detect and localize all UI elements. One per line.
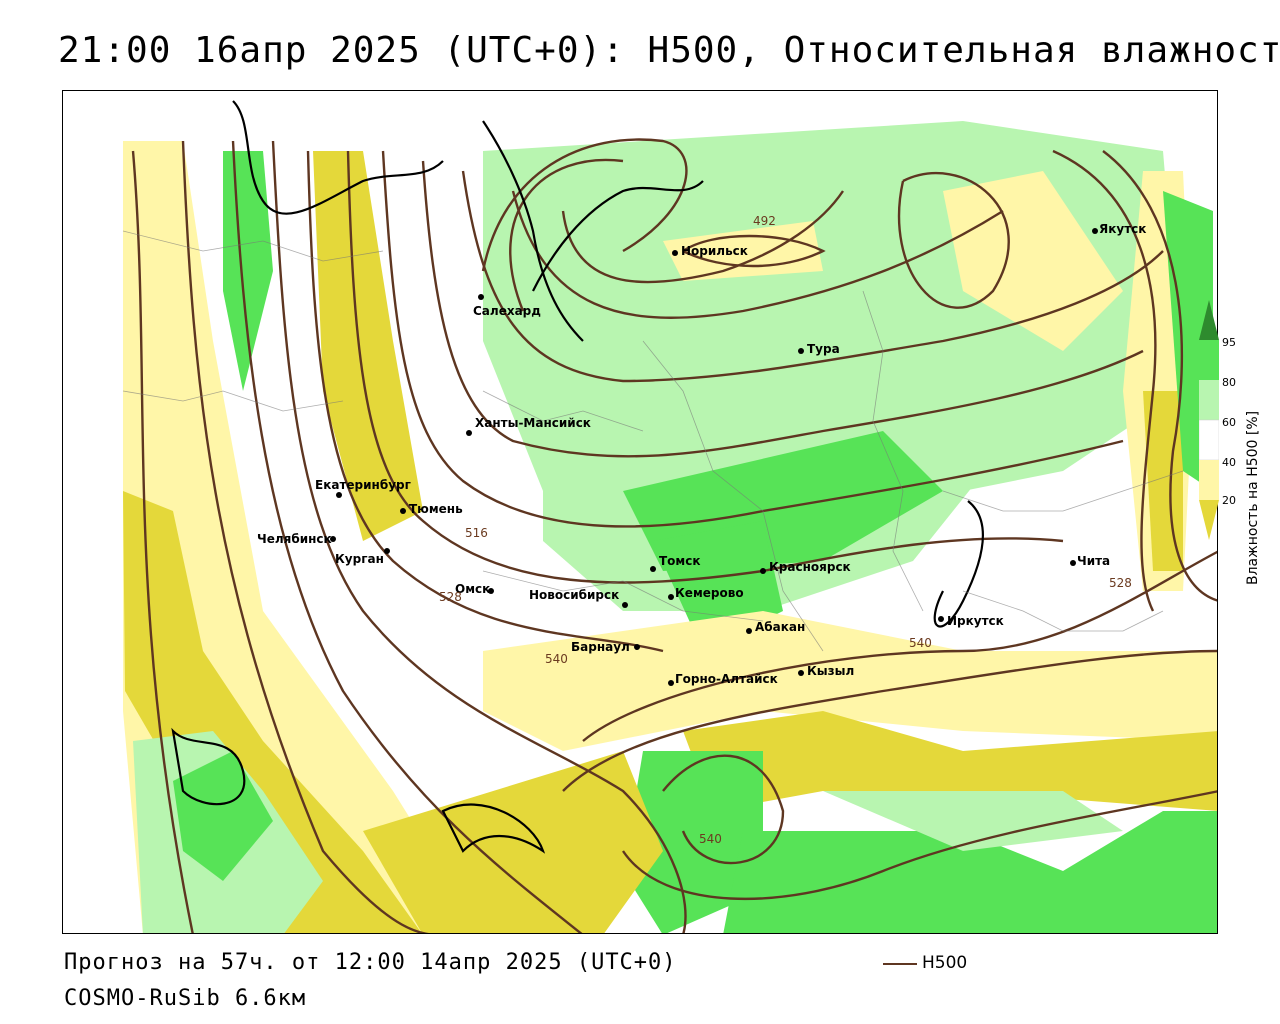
city-markers <box>330 228 1098 686</box>
isoline-label: 528 <box>439 590 462 604</box>
city-label-chita: Чита <box>1077 554 1110 568</box>
forecast-info: Прогноз на 57ч. от 12:00 14апр 2025 (UTC… <box>64 950 677 975</box>
colorbar-tick: 60 <box>1222 416 1236 429</box>
city-label-novosibirsk: Новосибирск <box>529 588 619 602</box>
map-canvas: Норильск Якутск Салехард Тура Ханты-Манс… <box>122 100 1217 933</box>
isoline-label: 540 <box>545 652 568 666</box>
isoline-label: 540 <box>909 636 932 650</box>
isoline-labels: 492 516 528 540 540 540 528 <box>439 214 1132 846</box>
humidity-colorbar <box>1198 300 1220 540</box>
isoline-label: 516 <box>465 526 488 540</box>
city-label-khanty-mansiysk: Ханты-Мансийск <box>475 416 591 430</box>
colorbar-tick: 95 <box>1222 336 1236 349</box>
admin-borders <box>122 230 1184 652</box>
map-title: 21:00 16апр 2025 (UTC+0): Н500, Относите… <box>58 30 1280 71</box>
city-label-tyumen: Тюмень <box>409 502 463 516</box>
isoline-label: 492 <box>753 214 776 228</box>
weather-map: Норильск Якутск Салехард Тура Ханты-Манс… <box>62 90 1218 934</box>
city-label-ekaterinburg: Екатеринбург <box>315 478 411 492</box>
city-label-gorno-altaysk: Горно-Алтайск <box>675 672 778 686</box>
city-label-barnaul: Барнаул <box>571 640 630 654</box>
model-name: COSMO-RuSib 6.6км <box>64 986 307 1011</box>
city-label-kurgan: Курган <box>335 552 384 566</box>
city-label-chelyabinsk: Челябинск <box>257 532 332 546</box>
humidity-field <box>123 121 1217 933</box>
isoline-label: 540 <box>699 832 722 846</box>
borders <box>171 100 984 854</box>
isoline-label: 528 <box>1109 576 1132 590</box>
city-label-irkutsk: Иркутск <box>947 614 1004 628</box>
h500-legend-line <box>883 963 917 965</box>
city-label-krasnoyarsk: Красноярск <box>769 560 851 574</box>
city-labels: Норильск Якутск Салехард Тура Ханты-Манс… <box>257 222 1146 686</box>
h500-contours <box>131 138 1217 933</box>
colorbar-title: Влажность на Н500 [%] <box>1245 410 1261 585</box>
city-label-tura: Тура <box>807 342 840 356</box>
city-label-norilsk: Норильск <box>681 244 748 258</box>
city-label-kyzyl: Кызыл <box>807 664 854 678</box>
h500-legend-label: Н500 <box>922 953 968 973</box>
city-label-kemerovo: Кемерово <box>675 586 744 600</box>
colorbar-tick: 40 <box>1222 456 1236 469</box>
city-label-yakutsk: Якутск <box>1099 222 1146 236</box>
city-label-abakan: Абакан <box>755 620 805 634</box>
city-label-salekhard: Салехард <box>473 304 541 318</box>
city-label-omsk: Омск <box>455 582 490 596</box>
colorbar-tick: 20 <box>1222 494 1236 507</box>
city-label-tomsk: Томск <box>659 554 701 568</box>
colorbar-tick: 80 <box>1222 376 1236 389</box>
